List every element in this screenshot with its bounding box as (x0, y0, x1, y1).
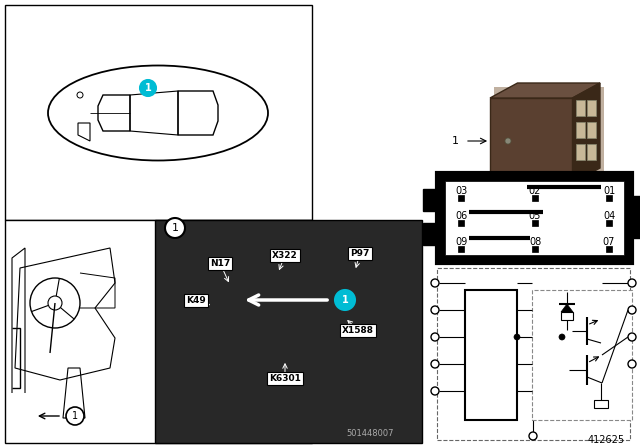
Bar (437, 268, 630, 440)
Polygon shape (561, 304, 573, 312)
Polygon shape (490, 98, 573, 183)
Bar (586, 144, 595, 160)
Bar (5, 220, 312, 443)
Text: 05: 05 (529, 211, 541, 221)
Text: 1: 1 (342, 295, 348, 305)
Text: 1: 1 (145, 83, 152, 93)
Bar (208, 257, 232, 270)
Circle shape (559, 334, 565, 340)
Bar (155, 220, 422, 443)
Text: K6301: K6301 (269, 374, 301, 383)
Text: X322: X322 (272, 250, 298, 259)
Circle shape (431, 360, 439, 368)
Bar (632, 196, 640, 238)
Circle shape (628, 333, 636, 341)
Circle shape (431, 279, 439, 287)
Circle shape (165, 218, 185, 238)
Circle shape (431, 333, 439, 341)
Bar (594, 400, 608, 408)
Bar (423, 189, 437, 211)
Circle shape (140, 80, 156, 96)
Polygon shape (490, 83, 600, 98)
Text: 1: 1 (72, 411, 78, 421)
Circle shape (66, 407, 84, 425)
Circle shape (431, 306, 439, 314)
Bar (575, 144, 584, 160)
Circle shape (335, 290, 355, 310)
Bar (586, 100, 595, 116)
Text: 412625: 412625 (588, 435, 625, 445)
Bar (532, 290, 632, 420)
Bar (606, 246, 612, 252)
Bar (340, 323, 376, 336)
Circle shape (77, 92, 83, 98)
Bar (348, 246, 372, 259)
Bar (575, 122, 584, 138)
Circle shape (628, 360, 636, 368)
Bar (270, 249, 300, 262)
Bar (267, 371, 303, 384)
Bar (465, 290, 517, 420)
Bar (494, 87, 604, 187)
Text: 03: 03 (455, 186, 467, 196)
Bar (575, 100, 584, 116)
Bar (445, 181, 624, 255)
Text: N17: N17 (210, 258, 230, 267)
Bar (532, 220, 538, 226)
Bar (561, 312, 573, 320)
Text: 04: 04 (603, 211, 615, 221)
Circle shape (431, 387, 439, 395)
Text: 07: 07 (603, 237, 615, 247)
Polygon shape (573, 83, 600, 183)
Bar (532, 246, 538, 252)
Circle shape (514, 334, 520, 340)
Circle shape (628, 279, 636, 287)
Text: 06: 06 (455, 211, 467, 221)
Bar (458, 195, 464, 201)
Bar (606, 195, 612, 201)
Bar (606, 220, 612, 226)
Bar (437, 173, 632, 263)
Circle shape (529, 432, 537, 440)
Text: 08: 08 (529, 237, 541, 247)
Text: 09: 09 (455, 237, 467, 247)
Text: 501448007: 501448007 (346, 428, 394, 438)
Text: X1588: X1588 (342, 326, 374, 335)
Text: 01: 01 (603, 186, 615, 196)
Text: 02: 02 (529, 186, 541, 196)
Bar (458, 220, 464, 226)
Circle shape (505, 138, 511, 144)
Bar (184, 293, 208, 306)
Bar (458, 246, 464, 252)
Text: K49: K49 (186, 296, 206, 305)
Bar (5, 5, 312, 220)
Circle shape (628, 306, 636, 314)
Text: P97: P97 (350, 249, 370, 258)
Bar (423, 223, 437, 245)
Bar (532, 195, 538, 201)
Text: 1: 1 (451, 136, 458, 146)
Text: 1: 1 (172, 223, 179, 233)
Bar (586, 122, 595, 138)
